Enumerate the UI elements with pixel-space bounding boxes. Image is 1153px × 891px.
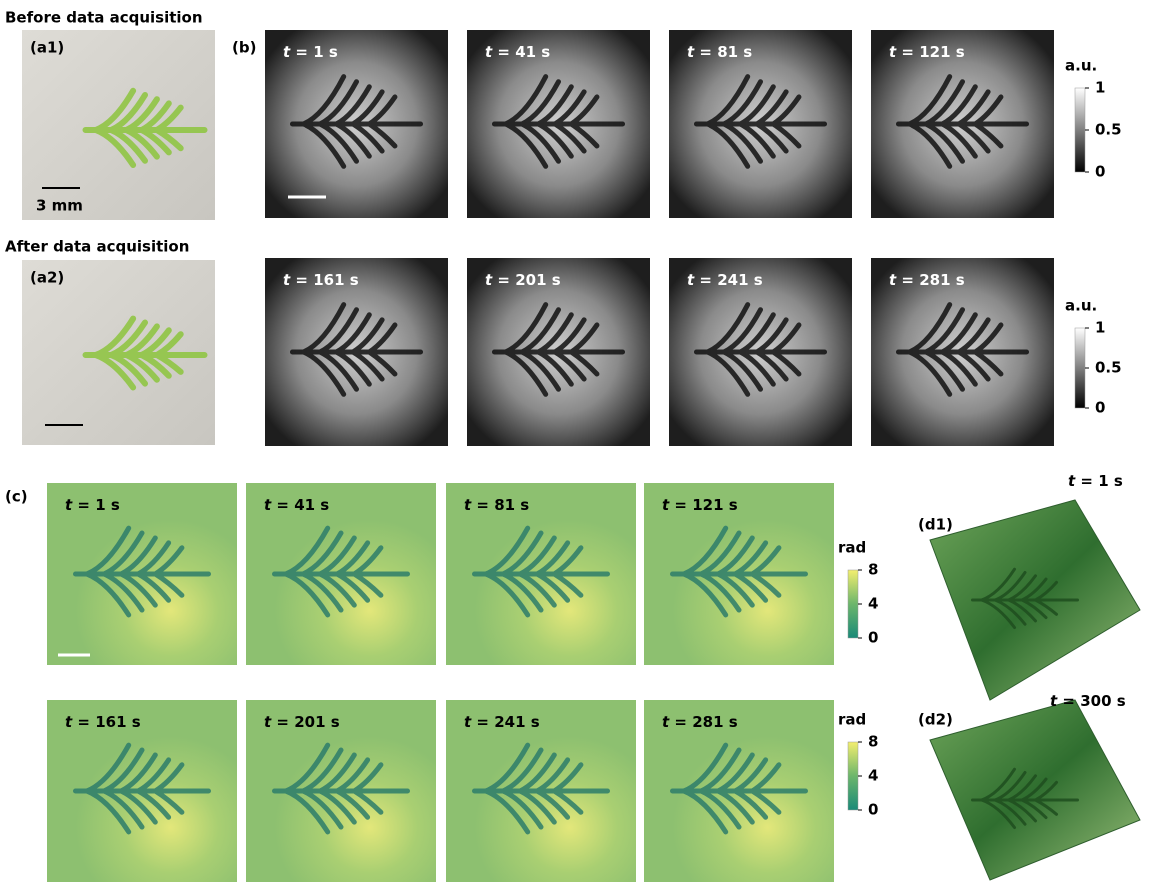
time-label: t = 241 s <box>687 271 763 289</box>
time-symbol: t <box>687 43 695 61</box>
colorbar-tick-label: 0.5 <box>1095 121 1122 139</box>
colorbar <box>1075 88 1085 172</box>
time-label: t = 241 s <box>464 713 540 731</box>
time-text: = 121 s <box>901 43 964 61</box>
colorbar-tick-label: 0 <box>868 629 878 647</box>
time-text: = 281 s <box>674 713 737 731</box>
time-text: = 121 s <box>674 496 737 514</box>
colorbar-unit: a.u. <box>1065 297 1097 315</box>
colorbar-tick-label: 0 <box>1095 399 1105 417</box>
colorbar-tick-label: 8 <box>868 561 878 579</box>
time-text: = 1 s <box>77 496 119 514</box>
figure: Before data acquisition (a1) 3 mm After … <box>0 0 1153 891</box>
time-symbol: t <box>65 496 73 514</box>
colorbar <box>1075 328 1085 408</box>
time-symbol: t <box>1068 472 1076 490</box>
time-text: = 161 s <box>295 271 358 289</box>
time-symbol: t <box>283 271 291 289</box>
time-label: t = 281 s <box>889 271 965 289</box>
time-text: = 41 s <box>497 43 550 61</box>
time-text: = 300 s <box>1062 692 1125 710</box>
colorbar <box>848 570 858 638</box>
time-text: = 161 s <box>77 713 140 731</box>
time-label: t = 281 s <box>662 713 738 731</box>
time-label: t = 201 s <box>264 713 340 731</box>
time-text: = 201 s <box>497 271 560 289</box>
time-text: = 1 s <box>1080 472 1122 490</box>
time-text: = 281 s <box>901 271 964 289</box>
colorbar-unit: rad <box>838 539 866 557</box>
colorbar-tick-label: 0.5 <box>1095 359 1122 377</box>
time-label: t = 161 s <box>65 713 141 731</box>
colorbar-tick-label: 8 <box>868 733 878 751</box>
colorbar-tick-label: 0 <box>868 801 878 819</box>
colorbar-unit: rad <box>838 711 866 729</box>
time-symbol: t <box>662 713 670 731</box>
time-label: t = 81 s <box>687 43 752 61</box>
time-text: = 81 s <box>476 496 529 514</box>
colorbar-tick-label: 0 <box>1095 163 1105 181</box>
time-text: = 41 s <box>276 496 329 514</box>
time-label: t = 201 s <box>485 271 561 289</box>
colorbar <box>848 742 858 810</box>
time-symbol: t <box>662 496 670 514</box>
colorbar-tick-label: 4 <box>868 767 878 785</box>
time-label: t = 121 s <box>662 496 738 514</box>
d2-label: (d2) <box>918 711 953 729</box>
colorbar-tick-label: 1 <box>1095 79 1105 97</box>
d1-time: t = 1 s <box>1068 472 1123 490</box>
colorbar-tick-label: 1 <box>1095 319 1105 337</box>
c-label: (c) <box>5 488 28 506</box>
time-text: = 81 s <box>699 43 752 61</box>
time-symbol: t <box>485 271 493 289</box>
scale-bar-label: 3 mm <box>36 197 83 215</box>
time-symbol: t <box>464 713 472 731</box>
time-symbol: t <box>65 713 73 731</box>
colorbar-tick-label: 4 <box>868 595 878 613</box>
time-label: t = 121 s <box>889 43 965 61</box>
d1-label: (d1) <box>918 516 953 534</box>
time-text: = 241 s <box>476 713 539 731</box>
b-label: (b) <box>232 39 256 57</box>
time-symbol: t <box>283 43 291 61</box>
time-label: t = 41 s <box>264 496 329 514</box>
time-symbol: t <box>889 43 897 61</box>
a2-label: (a2) <box>30 269 64 287</box>
time-symbol: t <box>687 271 695 289</box>
time-symbol: t <box>464 496 472 514</box>
after-title: After data acquisition <box>5 238 189 256</box>
time-label: t = 1 s <box>65 496 120 514</box>
before-title: Before data acquisition <box>5 9 203 27</box>
d2-time: t = 300 s <box>1050 692 1126 710</box>
time-symbol: t <box>485 43 493 61</box>
time-text: = 201 s <box>276 713 339 731</box>
time-symbol: t <box>1050 692 1058 710</box>
a1-label: (a1) <box>30 39 64 57</box>
time-text: = 241 s <box>699 271 762 289</box>
time-label: t = 1 s <box>283 43 338 61</box>
time-label: t = 41 s <box>485 43 550 61</box>
time-symbol: t <box>264 713 272 731</box>
colorbar-unit: a.u. <box>1065 57 1097 75</box>
time-text: = 1 s <box>295 43 337 61</box>
time-symbol: t <box>264 496 272 514</box>
time-symbol: t <box>889 271 897 289</box>
time-label: t = 161 s <box>283 271 359 289</box>
time-label: t = 81 s <box>464 496 529 514</box>
